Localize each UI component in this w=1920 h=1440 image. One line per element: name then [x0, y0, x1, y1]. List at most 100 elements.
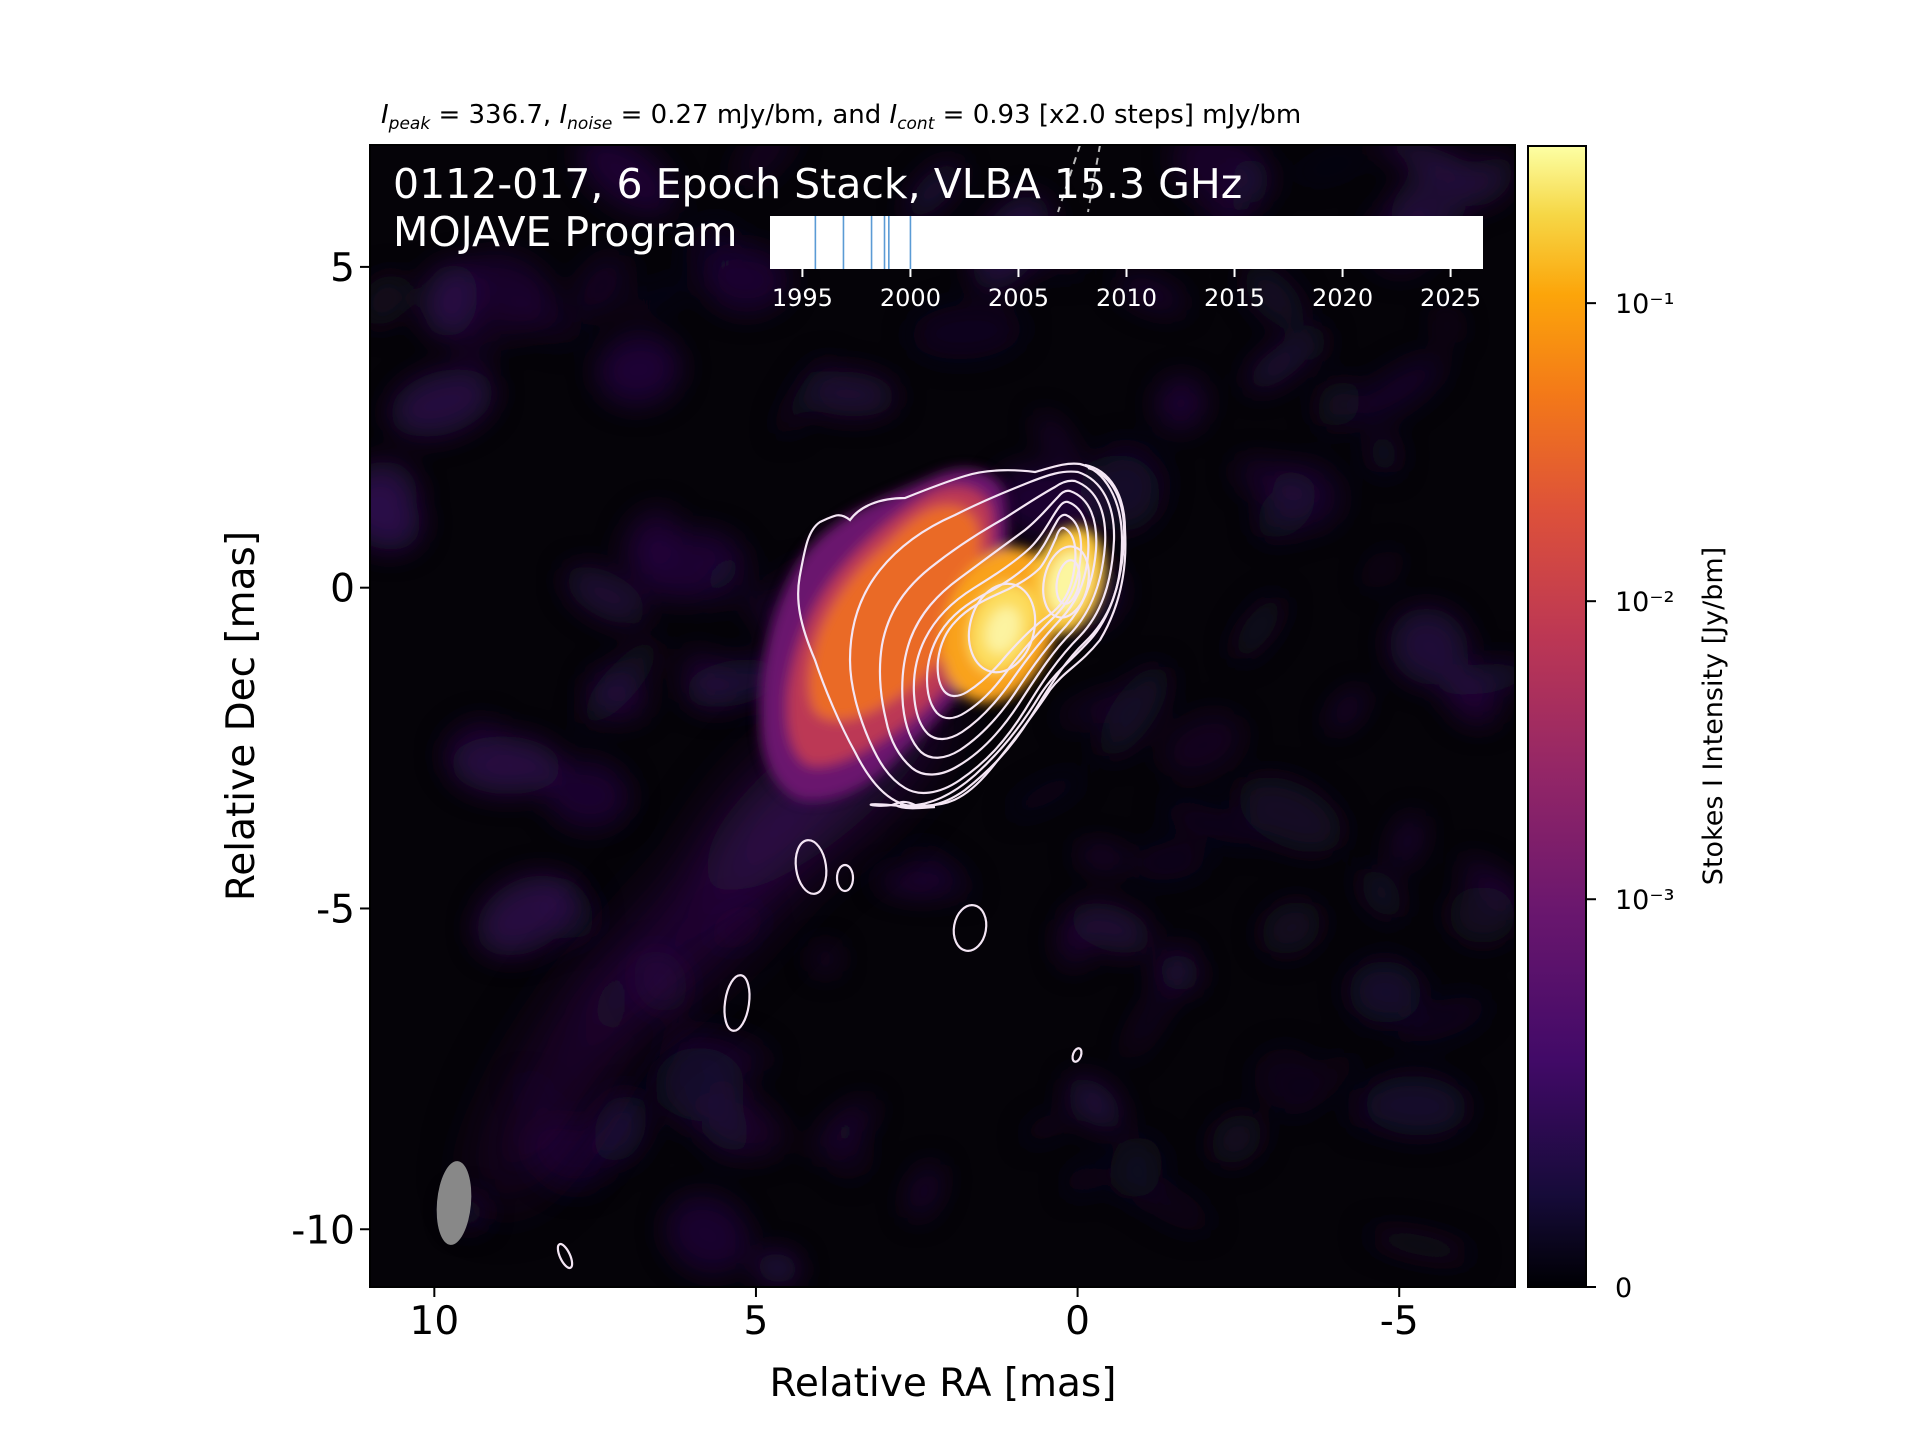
contour-island-3: [952, 904, 988, 952]
noise-blob: [1261, 901, 1322, 955]
noise-blob: [370, 460, 418, 533]
x-tick-label: -5: [1380, 1299, 1419, 1344]
epoch-ticks: 1995 2000 2005 2010 2015 2020 2025: [772, 269, 1481, 312]
noise-blob: [390, 368, 494, 438]
noise-blob: [1128, 1177, 1212, 1232]
noise-blob: [1445, 676, 1499, 726]
noise-blob: [1094, 442, 1165, 515]
noise-blob: [1316, 380, 1361, 428]
noise-blob: [695, 1092, 785, 1158]
noise-blob: [910, 847, 972, 897]
noise-blob: [1253, 1047, 1319, 1109]
noise-blob: [1210, 1113, 1263, 1165]
noise-blob: [1115, 274, 1187, 314]
noise-blob: [665, 1194, 750, 1275]
noise-value: = 0.27 mJy/bm, and: [612, 100, 890, 130]
colorbar-tick-label: 10⁻²: [1615, 587, 1674, 618]
noise-blob: [1434, 306, 1460, 345]
noise-blob: [910, 304, 1023, 360]
image-statistics-subtitle: Ipeak = 336.7, Inoise = 0.27 mJy/bm, and…: [381, 100, 1301, 134]
contour-2: [848, 470, 1116, 795]
contour-island-6: [556, 1242, 574, 1270]
chart-title-line1: 0112-017, 6 Epoch Stack, VLBA 15.3 GHz: [393, 160, 1242, 208]
y-axis-label: Relative Dec [mas]: [219, 531, 264, 901]
colorbar-tick-label: 10⁻¹: [1615, 289, 1674, 320]
noise-sub: noise: [567, 114, 613, 135]
noise-blob: [704, 247, 790, 313]
noise-blob: [1125, 969, 1180, 1060]
noise-blob: [1460, 858, 1515, 912]
noise-blob: [458, 335, 492, 369]
noise-blob: [1365, 1229, 1475, 1261]
epoch-tick-label: 2020: [1312, 284, 1373, 312]
y-tick-label: -5: [316, 887, 355, 932]
noise-blob: [622, 508, 678, 569]
contour-set: [556, 462, 1124, 1270]
y-tick-label: 0: [330, 567, 355, 612]
noise-blob: [876, 873, 949, 894]
noise-blob: [1076, 844, 1129, 870]
noise-blob: [1350, 355, 1446, 425]
contour-6: [925, 513, 1083, 720]
noise-blob: [1067, 1166, 1105, 1193]
y-tick-label: -10: [291, 1208, 355, 1253]
x-tick-label: 5: [744, 1299, 769, 1344]
noise-blob: [1159, 802, 1265, 845]
noise-blob: [1058, 692, 1128, 725]
dashed-guide-lines: [1057, 145, 1101, 213]
contour-5: [912, 500, 1090, 741]
noise-blob: [1132, 842, 1208, 881]
intensity-map: 0112-017, 6 Epoch Stack, VLBA 15.3 GHz M…: [370, 145, 1515, 1284]
colorbar: [1527, 145, 1587, 1288]
noise-blob: [1348, 960, 1422, 1024]
x-tick-label: 0: [1065, 1299, 1090, 1344]
peak-value: = 336.7,: [430, 100, 560, 130]
noise-blob: [755, 1252, 800, 1284]
contour-1: [797, 462, 1124, 808]
contour-4: [901, 489, 1098, 759]
noise-blob: [545, 760, 630, 829]
contour-8a: [967, 582, 1037, 674]
peak-sub: peak: [388, 114, 431, 135]
noise-blob: [577, 145, 675, 216]
noise-blob: [1171, 145, 1269, 211]
noise-blob: [668, 1086, 704, 1134]
noise-blob: [450, 299, 564, 342]
colorbar-ticks: 0 10⁻³ 10⁻² 10⁻¹: [1586, 289, 1674, 1304]
cont-sub: cont: [897, 114, 935, 135]
noise-blob: [1233, 596, 1283, 660]
cont-label: I: [889, 100, 898, 130]
noise-blob: [423, 263, 478, 338]
noise-blob: [1364, 1075, 1468, 1136]
noise-blob: [565, 566, 647, 625]
epoch-tick-label: 2005: [988, 284, 1049, 312]
noise-blob: [1024, 1112, 1071, 1142]
noise-blob: [1037, 414, 1077, 468]
x-tick-label: 10: [410, 1299, 460, 1344]
noise-blob: [1162, 713, 1244, 778]
noise-blob: [1389, 607, 1469, 685]
contour-island-4: [723, 974, 751, 1032]
colorbar-tick-label: 10⁻³: [1615, 885, 1674, 916]
noise-blob: [812, 944, 839, 974]
y-axis: 5 0 -5 -10: [291, 246, 370, 1253]
noise-blob: [1238, 776, 1343, 853]
noise-blob: [596, 333, 681, 406]
noise-blob: [1360, 868, 1403, 919]
epoch-tick-label: 1995: [772, 284, 833, 312]
contour-island-2: [835, 863, 855, 893]
noise-blob: [370, 273, 410, 327]
noise-blob: [1099, 665, 1169, 757]
plot-frame: [369, 144, 1516, 1288]
noise-blob: [541, 305, 581, 345]
noise-blob: [573, 254, 629, 318]
noise-blob: [1376, 145, 1482, 180]
noise-blob: [906, 1163, 942, 1219]
epoch-lines: [814, 216, 912, 269]
noise-blob: [476, 875, 576, 956]
contour-island-1: [794, 839, 828, 895]
noise-label: I: [559, 100, 568, 130]
colorbar-label: Stokes I Intensity [Jy/bm]: [1698, 547, 1729, 885]
noise-blob: [1369, 433, 1399, 474]
